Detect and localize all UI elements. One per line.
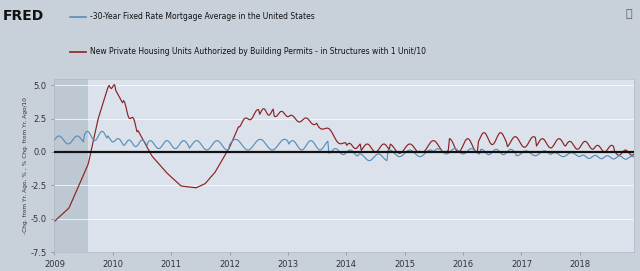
Text: ⤢: ⤢ (626, 9, 632, 19)
Text: -30-Year Fixed Rate Mortgage Average in the United States: -30-Year Fixed Rate Mortgage Average in … (90, 12, 314, 21)
Bar (54, 79, 88, 252)
Text: New Private Housing Units Authorized by Building Permits - in Structures with 1 : New Private Housing Units Authorized by … (90, 47, 426, 56)
Y-axis label: -Chg. from Yr. Ago, % , % Chg. from Yr. Ago/10: -Chg. from Yr. Ago, % , % Chg. from Yr. … (23, 97, 28, 234)
Text: FRED: FRED (3, 9, 44, 23)
